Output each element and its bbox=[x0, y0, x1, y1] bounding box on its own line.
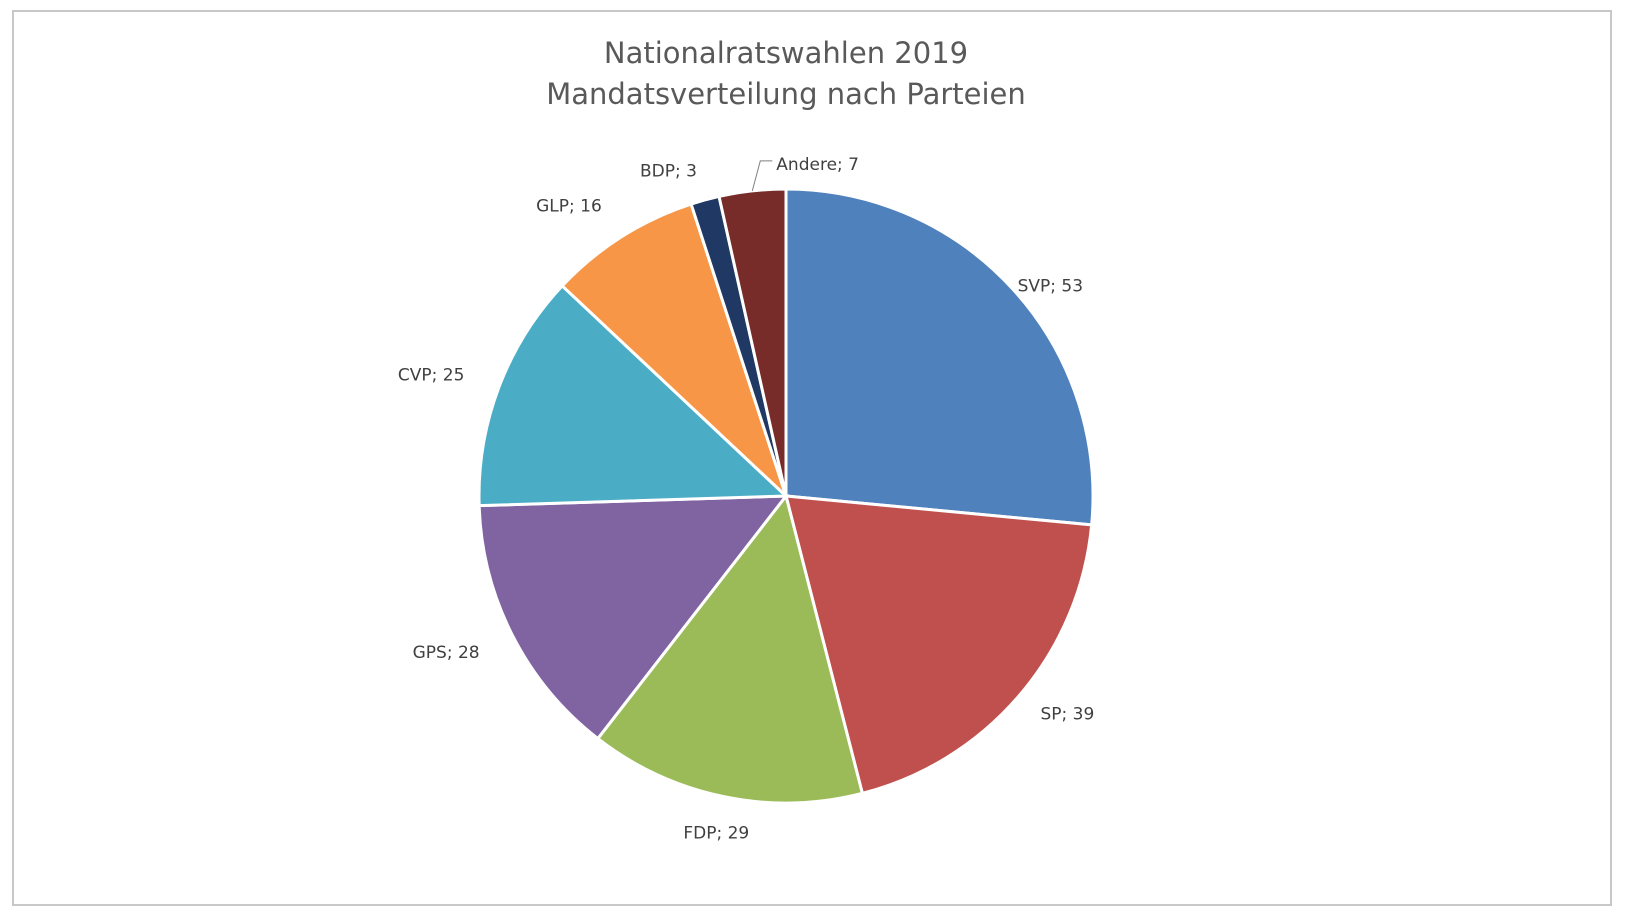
pie-chart: Nationalratswahlen 2019 Mandatsverteilun… bbox=[398, 36, 1095, 844]
chart-title-line-2: Mandatsverteilung nach Parteien bbox=[546, 77, 1026, 111]
pie-slice-fdp bbox=[595, 492, 865, 805]
pie-slices bbox=[477, 187, 1095, 805]
data-label-bdp: BDP; 3 bbox=[640, 161, 697, 181]
pie-slice-cvp bbox=[477, 283, 790, 508]
pie-slice-andere bbox=[717, 187, 788, 497]
pie-data-labels: SVP; 53 SP; 39 FDP; 29 GPS; 28 CVP; 25 GLP; 1… bbox=[398, 155, 1094, 844]
pie-slice-svp bbox=[784, 187, 1095, 527]
data-label-sp: SP; 39 bbox=[1041, 704, 1095, 724]
data-label-gps: GPS; 28 bbox=[413, 643, 480, 663]
data-label-glp: GLP; 16 bbox=[536, 197, 602, 217]
data-label-svp: SVP; 53 bbox=[1018, 276, 1083, 296]
chart-title-line-1: Nationalratswahlen 2019 bbox=[604, 36, 968, 70]
chart-frame: Nationalratswahlen 2019 Mandatsverteilun… bbox=[12, 10, 1612, 906]
pie-slice-glp bbox=[560, 202, 788, 498]
pie-slice-sp bbox=[784, 494, 1094, 796]
data-label-fdp: FDP; 29 bbox=[683, 824, 749, 844]
leader-line-andere bbox=[751, 160, 773, 192]
data-label-cvp: CVP; 25 bbox=[398, 366, 465, 386]
pie-slice-gps bbox=[477, 494, 790, 741]
data-label-andere: Andere; 7 bbox=[776, 155, 859, 175]
